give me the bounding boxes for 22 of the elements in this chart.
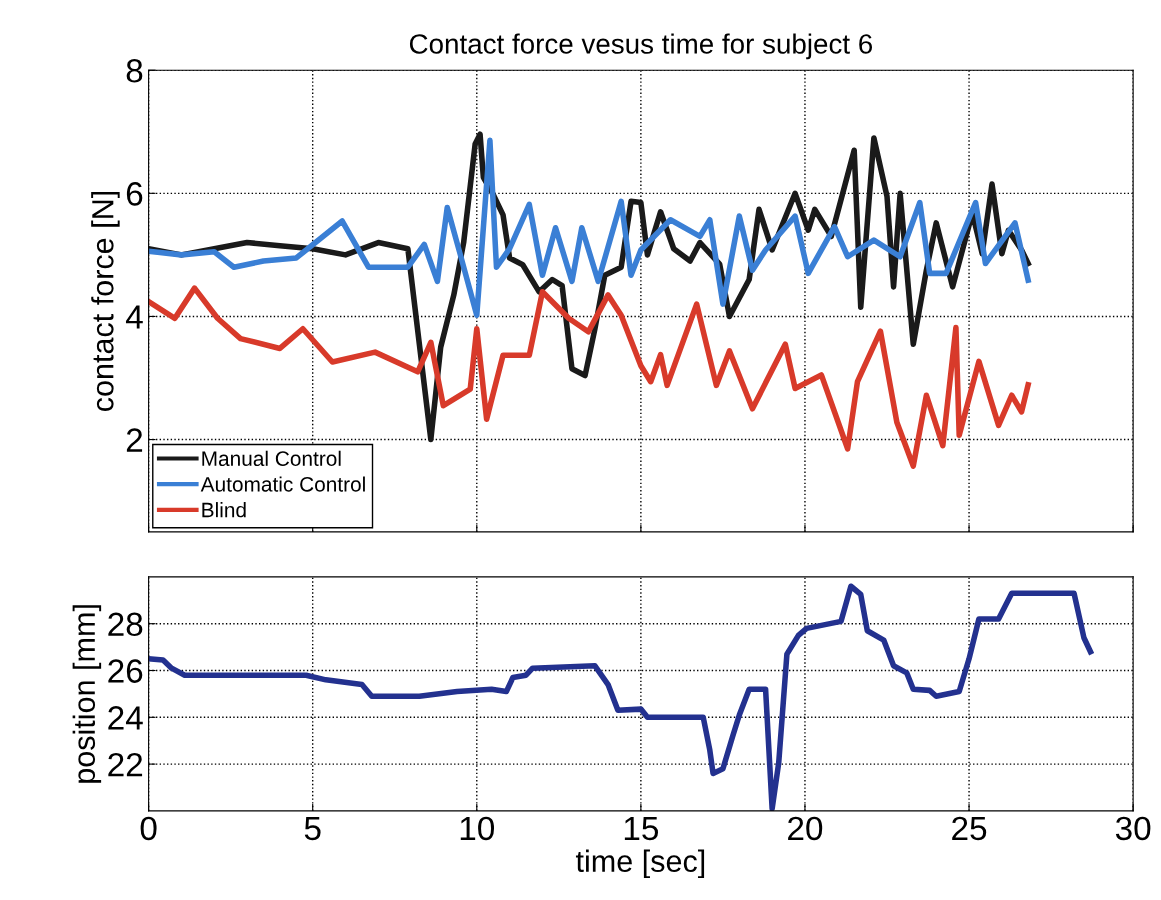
x-tick-label: 0	[140, 816, 157, 841]
legend-label: Automatic Control	[200, 476, 365, 492]
x-tick-label: 5	[304, 816, 321, 841]
y-axis-title: position [mm]	[72, 605, 102, 783]
y-axis-title: contact force [N]	[91, 191, 120, 411]
legend-label: Manual Control	[202, 450, 341, 467]
y-tick-label: 28	[108, 612, 143, 637]
x-tick-label: 30	[1115, 816, 1151, 841]
x-tick-label: 25	[952, 816, 987, 841]
x-tick-label: 20	[788, 816, 823, 841]
x-axis-title: time [sec]	[575, 849, 705, 879]
y-tick-label: 8	[126, 59, 143, 83]
x-tick-label: 15	[624, 816, 659, 841]
y-tick-label: 2	[126, 428, 143, 452]
chart-title: Contact force vesus time for subject 6	[409, 33, 873, 60]
y-tick-label: 26	[108, 659, 143, 683]
legend-label: Blind	[202, 502, 246, 518]
x-tick-label: 10	[460, 816, 495, 841]
y-tick-label: 22	[108, 752, 143, 777]
y-tick-label: 4	[125, 305, 143, 329]
y-tick-label: 24	[108, 706, 143, 730]
y-tick-label: 6	[126, 182, 143, 206]
